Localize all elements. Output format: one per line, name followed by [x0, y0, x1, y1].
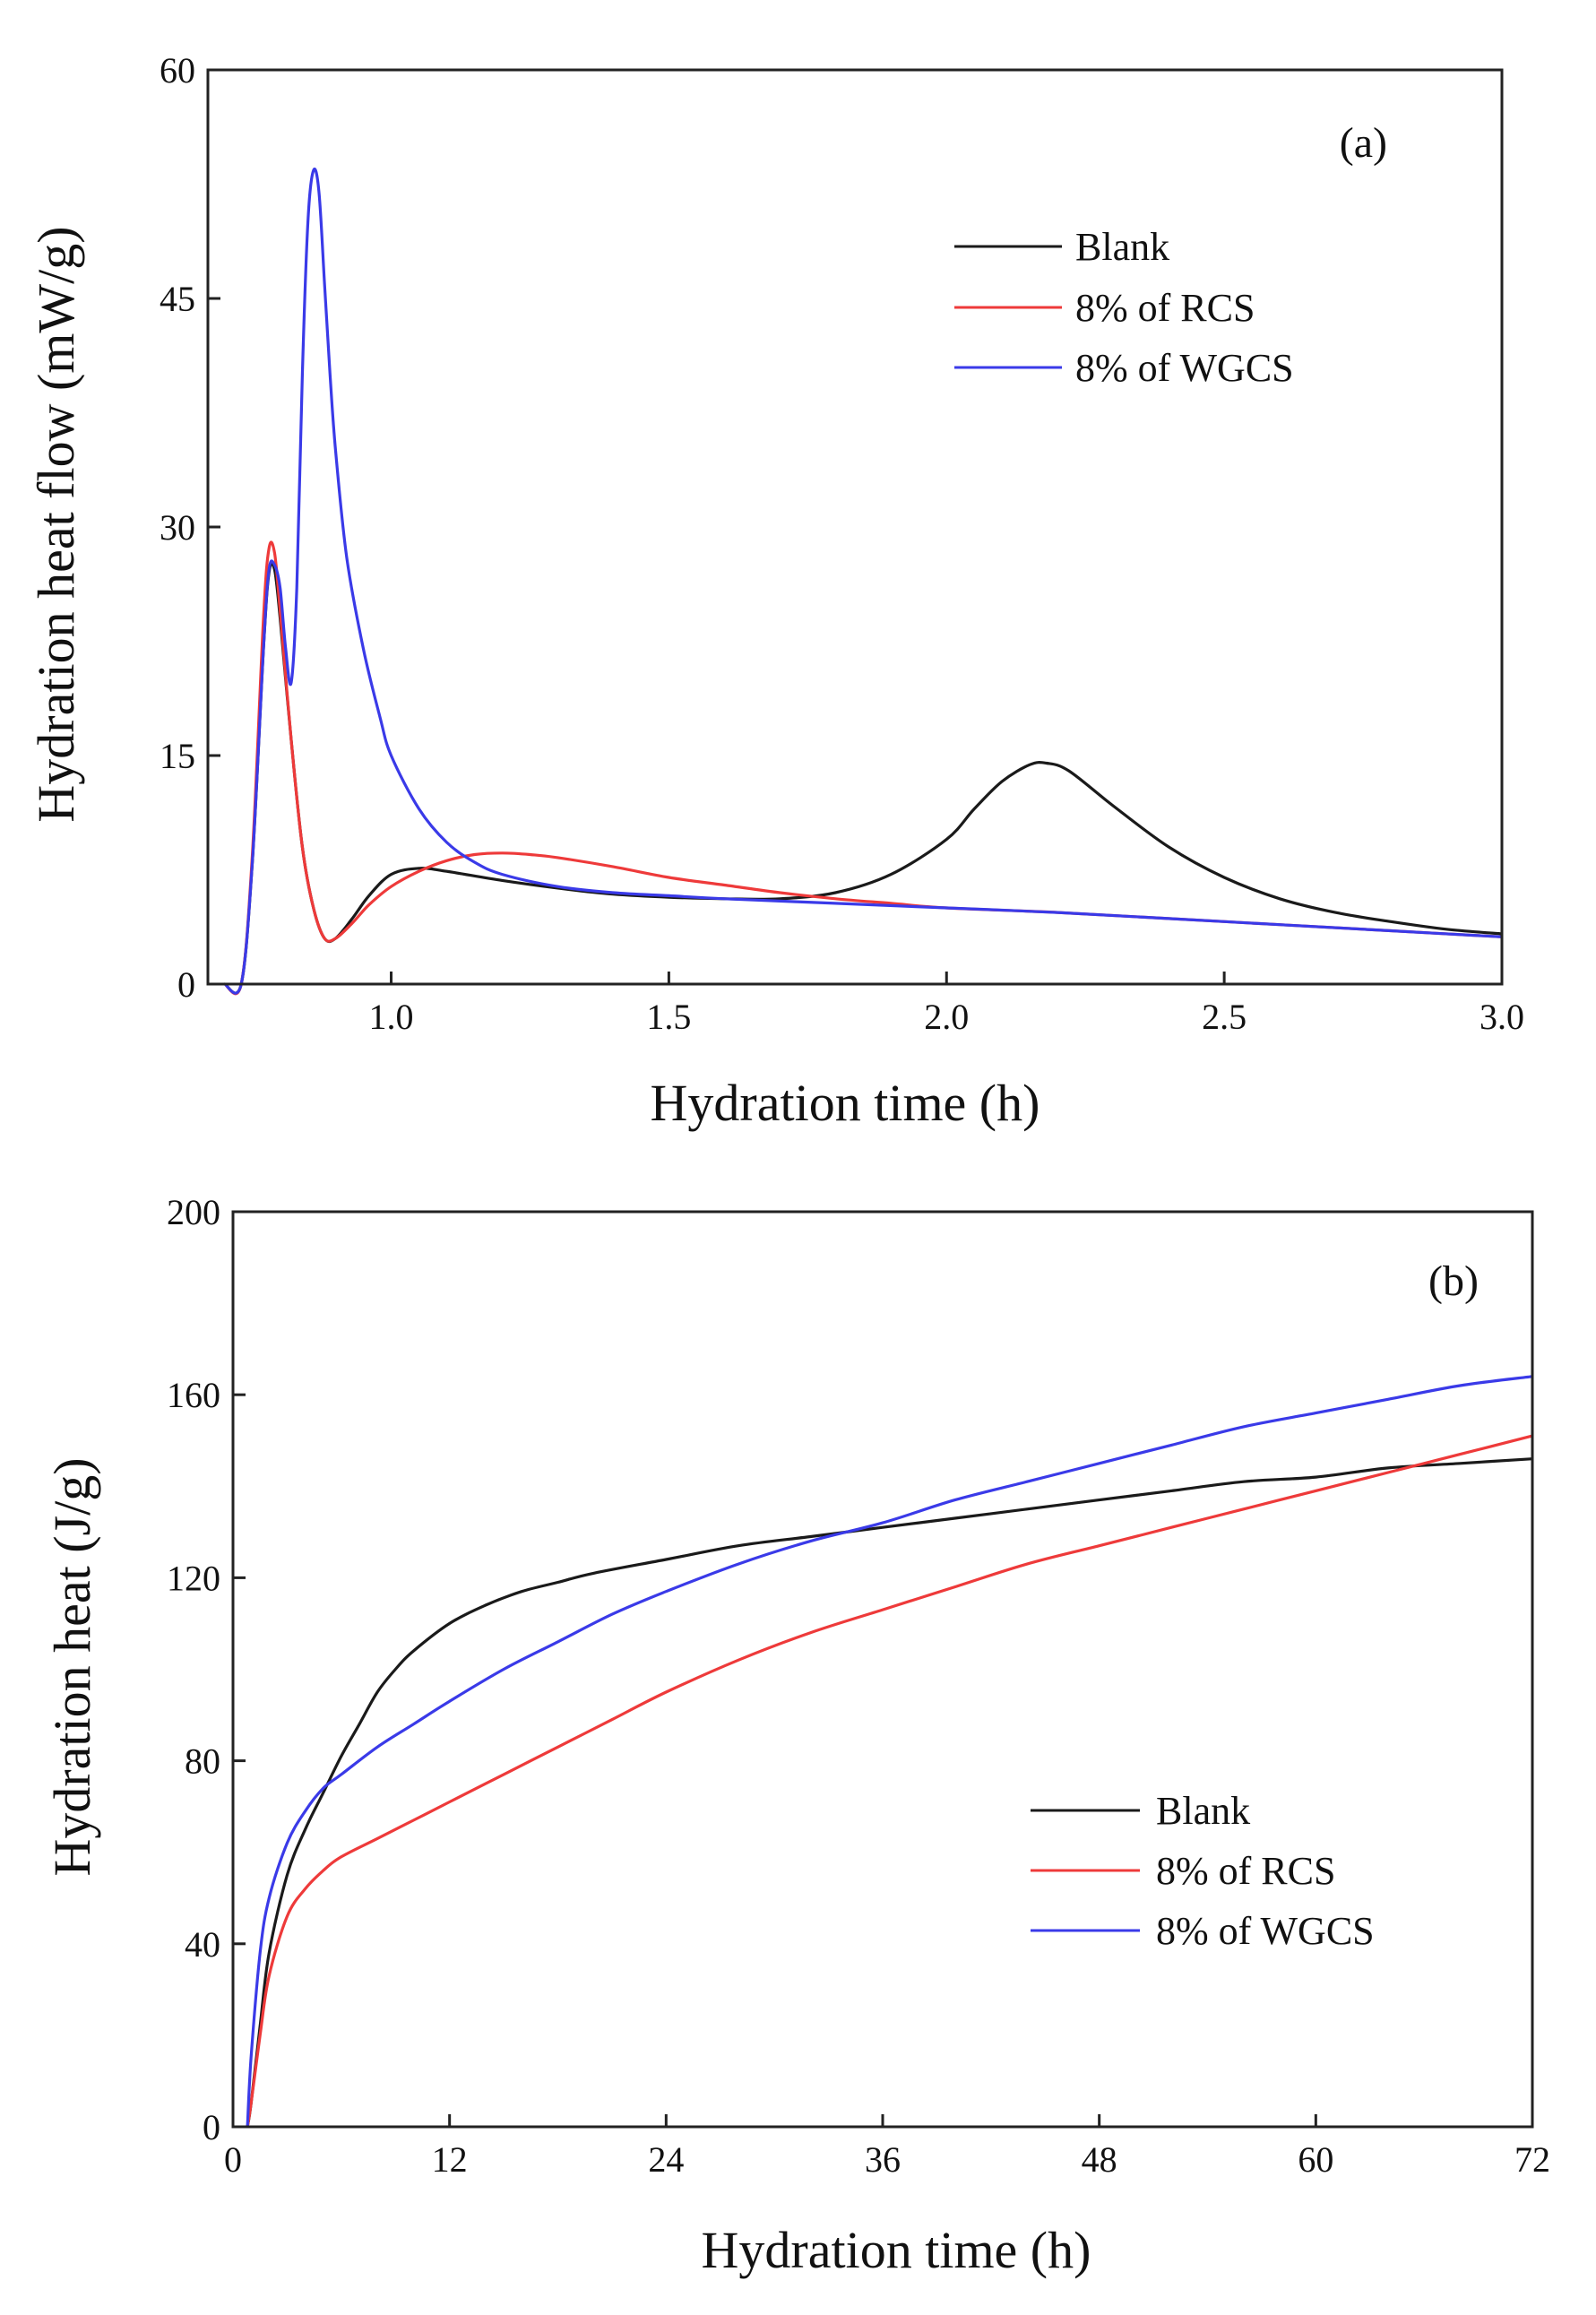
panel-a-label: (a) [1340, 119, 1387, 167]
panel-a-x-tick-label: 1.5 [646, 997, 691, 1037]
panel-b-x-tick-label: 60 [1298, 2139, 1333, 2180]
panel-b-legend-label-rcs: 8% of RCS [1156, 1849, 1335, 1893]
panel-a-x-axis-title: Hydration time (h) [651, 1074, 1040, 1132]
panel-a-legend-label-blank: Blank [1075, 225, 1169, 269]
panel-b-label: (b) [1428, 1257, 1479, 1305]
panel-a-y-tick-label: 60 [160, 50, 195, 91]
panel-a-series-line-blank [223, 562, 1503, 995]
panel-b-y-tick-label: 200 [167, 1192, 220, 1232]
panel-b-series-lines [246, 1375, 1533, 2128]
panel-a-series-lines [223, 167, 1503, 996]
panel-b-y-tick-label: 160 [167, 1375, 220, 1415]
panel-b-x-tick-label: 72 [1514, 2139, 1550, 2180]
panel-b-x-tick-label: 0 [224, 2139, 242, 2180]
panel-b-x-tick-label: 12 [432, 2139, 468, 2180]
panel-a-y-tick-label: 15 [160, 736, 195, 776]
panel-a-legend: Blank 8% of RCS 8% of WGCS [954, 225, 1294, 390]
panel-b-series-line-blank [246, 1457, 1533, 2128]
panel-b-series-line-8pct-of-wgcs [246, 1375, 1533, 2128]
panel-a-legend-label-wgcs: 8% of WGCS [1075, 346, 1294, 390]
panel-b-x-tick-label: 48 [1082, 2139, 1117, 2180]
panel-a-series-line-8pct-of-wgcs [223, 167, 1503, 995]
panel-b-legend: Blank 8% of RCS 8% of WGCS [1031, 1789, 1375, 1953]
panel-b-series-line-8pct-of-rcs [246, 1434, 1533, 2128]
panel-b-y-axis-title: Hydration heat (J/g) [43, 1457, 101, 1876]
panel-b-plot-frame [231, 1210, 1534, 2129]
panel-a-x-tick-label: 2.5 [1202, 997, 1247, 1037]
panel-a-x-tick-label: 2.0 [924, 997, 969, 1037]
panel-b-y-tick-label: 120 [167, 1558, 220, 1598]
panel-a-y-tick-label: 0 [177, 964, 195, 1005]
panel-a-x-tick-label: 3.0 [1480, 997, 1524, 1037]
panel-a-heat-flow-chart: 1.0 1.5 2.0 2.5 3.0 0 15 30 45 60 (a) Blank 8% of… [27, 50, 1524, 1132]
panel-a-legend-label-rcs: 8% of RCS [1075, 286, 1255, 330]
panel-b-axis-ticks: 0 12 24 36 48 60 72 0 40 80 120 160 200 [167, 1192, 1550, 2180]
panel-a-x-tick-label: 1.0 [369, 997, 414, 1037]
panel-b-x-tick-label: 36 [865, 2139, 901, 2180]
panel-b-legend-label-wgcs: 8% of WGCS [1156, 1909, 1375, 1953]
panel-b-legend-label-blank: Blank [1156, 1789, 1250, 1833]
panel-b-y-tick-label: 40 [185, 1924, 220, 1965]
panel-a-y-axis-title: Hydration heat flow (mW/g) [27, 226, 85, 822]
panel-b-y-tick-label: 80 [185, 1741, 220, 1782]
panel-b-x-axis-title: Hydration time (h) [702, 2221, 1091, 2279]
panel-a-axis-ticks: 1.0 1.5 2.0 2.5 3.0 0 15 30 45 60 [160, 50, 1524, 1037]
panel-b-y-tick-label: 0 [203, 2107, 220, 2147]
panel-a-plot-frame [206, 68, 1504, 986]
panel-b-x-tick-label: 24 [648, 2139, 684, 2180]
panel-a-y-tick-label: 30 [160, 507, 195, 548]
panel-b-cumulative-heat-chart: 0 12 24 36 48 60 72 0 40 80 120 160 200 (b) Blank 8%… [43, 1192, 1550, 2279]
panel-a-y-tick-label: 45 [160, 279, 195, 319]
